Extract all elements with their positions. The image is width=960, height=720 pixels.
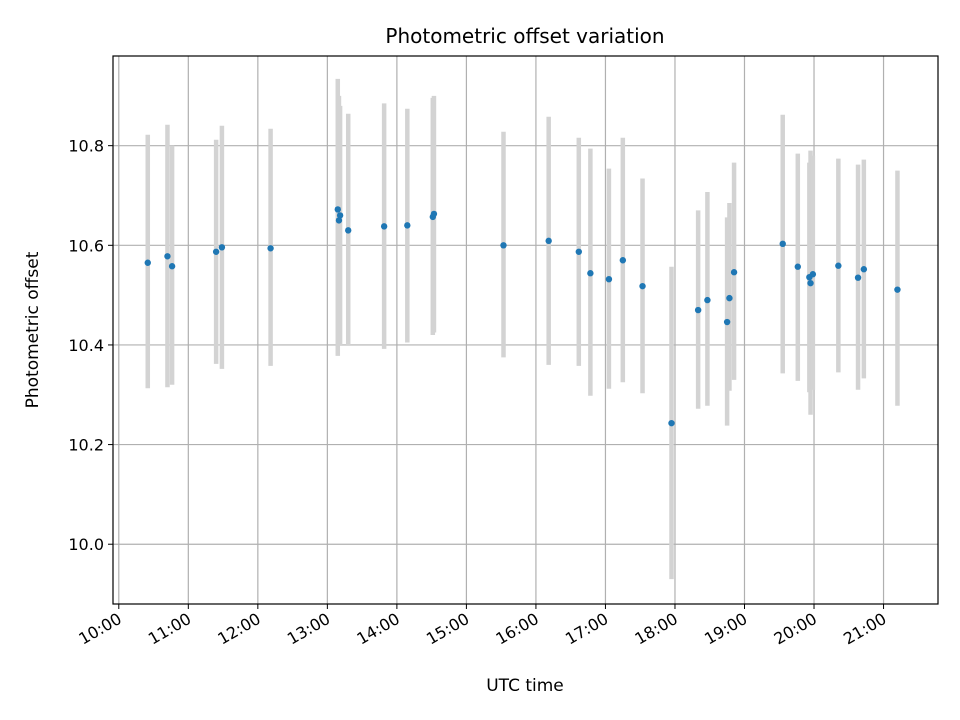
data-point — [404, 222, 411, 229]
data-point — [430, 210, 438, 218]
data-point — [854, 274, 862, 281]
y-tick-label: 10.4 — [68, 336, 104, 355]
data-point — [218, 244, 226, 251]
data-point — [545, 237, 552, 245]
y-tick-label: 10.2 — [68, 436, 104, 455]
data-point — [334, 206, 341, 213]
data-point — [730, 269, 738, 276]
data-point — [335, 217, 343, 224]
data-point — [345, 227, 352, 234]
data-point — [267, 245, 274, 252]
data-point — [860, 266, 868, 273]
data-point — [726, 294, 733, 302]
y-tick-label: 10.8 — [68, 137, 104, 156]
data-point — [380, 223, 388, 230]
y-tick-label: 10.0 — [68, 535, 104, 554]
data-point — [605, 275, 613, 283]
data-point — [835, 262, 842, 269]
data-point — [168, 263, 176, 270]
data-point — [336, 212, 344, 219]
data-point — [619, 257, 627, 264]
data-point — [704, 296, 711, 304]
y-axis-label: Photometric offset — [23, 251, 43, 408]
data-point — [639, 282, 646, 290]
data-point — [668, 419, 675, 427]
data-point — [587, 270, 594, 277]
data-point — [694, 306, 702, 314]
x-axis-label: UTC time — [486, 676, 564, 696]
data-points — [144, 206, 901, 427]
data-point — [807, 279, 814, 287]
data-point — [212, 248, 220, 255]
data-point — [575, 248, 583, 255]
data-point — [500, 242, 507, 249]
data-point — [794, 263, 801, 270]
data-point — [809, 271, 817, 278]
data-point — [779, 240, 786, 248]
data-point — [723, 318, 731, 326]
grid — [113, 56, 938, 604]
y-axis: 10.0 10.2 10.4 10.6 10.8 — [68, 137, 113, 554]
plot-frame — [112, 55, 939, 605]
y-tick-label: 10.6 — [68, 236, 104, 255]
data-point — [144, 259, 151, 266]
data-point — [894, 286, 901, 293]
data-point — [164, 253, 171, 260]
chart-title: Photometric offset variation — [385, 24, 664, 48]
